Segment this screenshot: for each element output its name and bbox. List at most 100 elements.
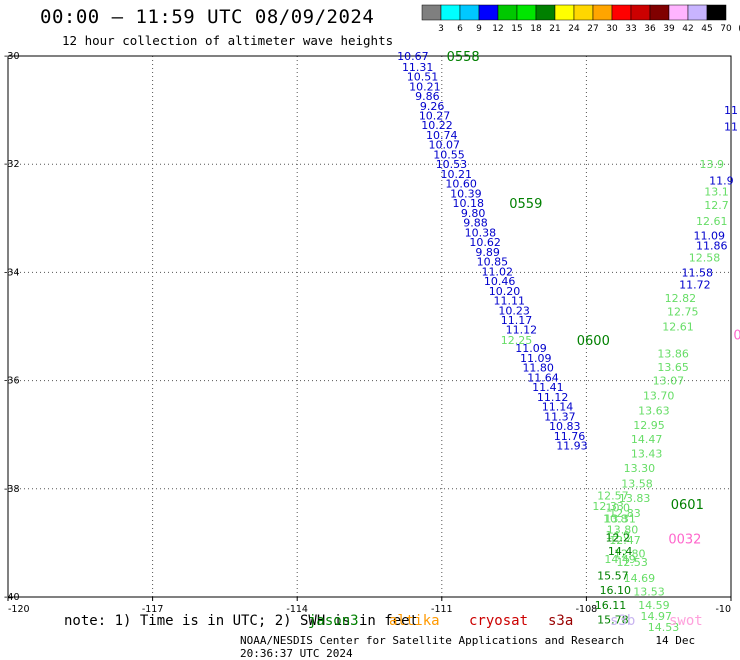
- x-tick-label: -10: [715, 604, 731, 615]
- swh-value: 10.20: [489, 285, 521, 298]
- swh-value: 12.75: [667, 305, 699, 318]
- x-tick-label: -117: [142, 604, 164, 615]
- mission-label-s3b: s3b: [610, 613, 636, 629]
- swh-value: 11.64: [527, 371, 559, 384]
- colorbar-swatch: [554, 4, 575, 21]
- colorbar-swatch: [459, 4, 480, 21]
- colorbar-swatch: [497, 4, 518, 21]
- swh-value: 12.47: [609, 534, 641, 547]
- swh-value: 9.89: [475, 246, 500, 259]
- colorbar-swatch: [440, 4, 461, 21]
- colorbar-label: 24: [568, 24, 580, 34]
- colorbar-label: (ft): [738, 24, 740, 34]
- colorbar-label: 3: [438, 24, 444, 34]
- swh-value: 11.09: [520, 352, 552, 365]
- x-tick-label: -111: [431, 604, 453, 615]
- swh-value: 11.72: [679, 278, 711, 291]
- swh-value: 10.8: [603, 513, 628, 526]
- colorbar-swatch: [535, 4, 556, 21]
- colorbar-swatch: [649, 4, 670, 21]
- swh-value: 15.78: [597, 614, 629, 627]
- swh-value: 12.80: [614, 548, 646, 561]
- swh-value: 11.76: [554, 430, 586, 443]
- swh-value: 10.67: [397, 50, 429, 63]
- swh-value: 12.61: [662, 321, 694, 334]
- colorbar-label: 12: [492, 24, 503, 34]
- colorbar-swatch: [573, 4, 594, 21]
- swh-value: 10.39: [450, 187, 482, 200]
- colorbar-label: 15: [511, 24, 522, 34]
- colorbar-swatch: [668, 4, 689, 21]
- swh-value: 10.27: [419, 110, 451, 123]
- colorbar-label: 18: [530, 24, 542, 34]
- swh-value: 11.37: [544, 410, 576, 423]
- colorbar-label: 21: [549, 24, 560, 34]
- swh-value: 12.58: [689, 251, 721, 264]
- colorbar-label: 27: [587, 24, 598, 34]
- colorbar-swatch: [421, 4, 442, 21]
- swh-value: 11.09: [694, 230, 726, 243]
- y-tick-label: -40: [4, 592, 20, 603]
- swh-value: 14.47: [631, 433, 663, 446]
- swh-value: 13.31: [604, 513, 636, 526]
- swh-value: 13.83: [619, 492, 651, 505]
- swh-value: 10.18: [453, 197, 485, 210]
- mission-label-altika: altika: [389, 613, 440, 629]
- swh-value: 10.55: [433, 148, 465, 161]
- swh-value: 13.53: [633, 586, 665, 599]
- colorbar-label: 70: [720, 24, 732, 34]
- x-tick-label: -114: [286, 604, 308, 615]
- swh-value: 10.21: [441, 168, 473, 181]
- mission-label-jason3: jason3: [308, 613, 359, 629]
- colorbar-label: 36: [644, 24, 656, 34]
- chart-title: 00:00 – 11:59 UTC 08/09/2024: [40, 6, 375, 28]
- mission-label-swot: swot: [669, 613, 703, 629]
- swh-value: 12.82: [665, 292, 697, 305]
- swh-value: 13.1: [704, 185, 729, 198]
- swh-value: 11.11: [494, 295, 526, 308]
- swh-value: 14.69: [624, 572, 656, 585]
- y-tick-label: -34: [4, 267, 20, 278]
- swh-value: 12.25: [501, 334, 533, 347]
- swh-value: 12.57: [597, 489, 629, 502]
- y-tick-label: -30: [4, 51, 20, 62]
- swh-value: 11.58: [682, 266, 714, 279]
- swh-value: 13.58: [621, 477, 653, 490]
- swh-value: 10.38: [465, 226, 497, 239]
- swh-value: 9.26: [420, 100, 445, 113]
- colorbar-label: 42: [682, 24, 693, 34]
- swh-value: 11.93: [556, 440, 588, 453]
- chart-subtitle: 12 hour collection of altimeter wave hei…: [62, 33, 394, 48]
- swh-value: 13.70: [643, 390, 675, 403]
- swh-value: 10.85: [477, 256, 509, 269]
- swh-value: 12.61: [696, 215, 728, 228]
- time-annotation: 0600: [577, 334, 610, 349]
- swh-value: 14.49: [604, 553, 636, 566]
- footer-credit: NOAA/NESDIS Center for Satellite Applica…: [240, 634, 740, 660]
- swh-value: 10.83: [549, 420, 581, 433]
- swh-value: 12.7: [704, 199, 729, 212]
- swh-value: 13.9: [699, 158, 724, 171]
- swh-value: 12.2: [605, 531, 630, 544]
- swh-value: 12.53: [616, 556, 648, 569]
- colorbar-swatch: [630, 4, 651, 21]
- colorbar-label: 6: [457, 24, 463, 34]
- colorbar-label: 39: [663, 24, 675, 34]
- swh-value: 10.53: [436, 158, 468, 171]
- y-tick-label: -36: [4, 376, 20, 387]
- swh-value: 10.62: [469, 236, 501, 249]
- annotations: 0558 0559 0600 0601 0032 00: [447, 50, 740, 548]
- mission-label-cryosat: cryosat: [469, 613, 529, 629]
- swh-value: 13.86: [657, 348, 689, 361]
- swh-value: 13.80: [607, 523, 639, 536]
- swh-value: 11.41: [532, 381, 564, 394]
- swh-value: 10.23: [498, 304, 530, 317]
- swh-value: 10.22: [421, 119, 453, 132]
- swh-value: 11.17: [501, 314, 533, 327]
- colorbar-swatch: [516, 4, 537, 21]
- swh-value: 11.9: [709, 174, 734, 187]
- swh-value: 14.97: [641, 610, 673, 623]
- time-annotation: 00: [733, 329, 740, 344]
